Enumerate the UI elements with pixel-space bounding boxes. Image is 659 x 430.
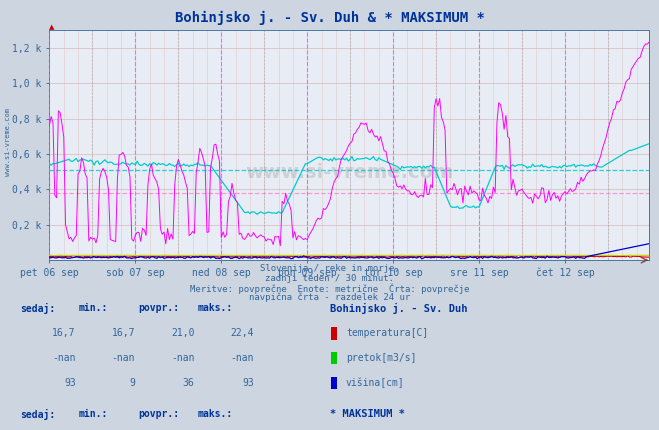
Text: sedaj:: sedaj: <box>20 303 55 314</box>
Text: povpr.:: povpr.: <box>138 303 179 313</box>
Text: 16,7: 16,7 <box>52 328 76 338</box>
Text: 22,4: 22,4 <box>230 328 254 338</box>
Text: -nan: -nan <box>230 353 254 363</box>
Text: www.si-vreme.com: www.si-vreme.com <box>245 163 453 182</box>
Text: * MAKSIMUM *: * MAKSIMUM * <box>330 409 405 419</box>
Text: pretok[m3/s]: pretok[m3/s] <box>346 353 416 363</box>
Text: zadnji teden / 30 minut.: zadnji teden / 30 minut. <box>265 274 394 283</box>
Text: temperatura[C]: temperatura[C] <box>346 328 428 338</box>
Text: sedaj:: sedaj: <box>20 409 55 421</box>
Text: -nan: -nan <box>111 353 135 363</box>
Text: Slovenija / reke in morje.: Slovenija / reke in morje. <box>260 264 399 273</box>
Text: www.si-vreme.com: www.si-vreme.com <box>5 108 11 176</box>
Text: maks.:: maks.: <box>198 303 233 313</box>
Text: 9: 9 <box>129 378 135 388</box>
Text: Meritve: povprečne  Enote: metrične  Črta: povprečje: Meritve: povprečne Enote: metrične Črta:… <box>190 283 469 294</box>
Text: -nan: -nan <box>171 353 194 363</box>
Text: navpična črta - razdelek 24 ur: navpična črta - razdelek 24 ur <box>249 293 410 302</box>
Text: maks.:: maks.: <box>198 409 233 419</box>
Text: višina[cm]: višina[cm] <box>346 378 405 388</box>
Text: min.:: min.: <box>79 303 109 313</box>
Text: 21,0: 21,0 <box>171 328 194 338</box>
Text: 93: 93 <box>64 378 76 388</box>
Text: -nan: -nan <box>52 353 76 363</box>
Text: min.:: min.: <box>79 409 109 419</box>
Text: ▲: ▲ <box>49 24 55 30</box>
Text: povpr.:: povpr.: <box>138 409 179 419</box>
Text: Bohinjsko j. - Sv. Duh & * MAKSIMUM *: Bohinjsko j. - Sv. Duh & * MAKSIMUM * <box>175 11 484 25</box>
Text: 36: 36 <box>183 378 194 388</box>
Text: 16,7: 16,7 <box>111 328 135 338</box>
Text: 93: 93 <box>242 378 254 388</box>
Text: Bohinjsko j. - Sv. Duh: Bohinjsko j. - Sv. Duh <box>330 303 467 314</box>
